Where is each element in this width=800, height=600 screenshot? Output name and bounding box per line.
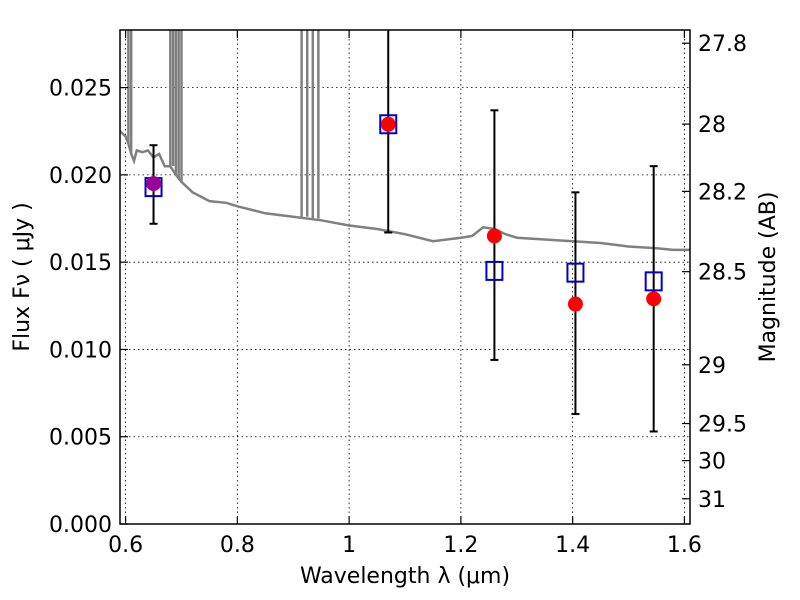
x-tick-label: 1.2 — [443, 533, 478, 558]
mag-tick-label: 30 — [698, 450, 726, 475]
y-tick-label: 0.000 — [49, 513, 112, 538]
mag-tick-label: 28.2 — [698, 180, 747, 205]
observed-point — [567, 296, 583, 312]
observed-point — [380, 116, 396, 132]
x-tick-label: 1.4 — [555, 533, 590, 558]
model-square-marker — [566, 262, 585, 283]
y-tick-label: 0.010 — [49, 338, 112, 363]
sed-curve-group — [120, 30, 690, 252]
y-tick-label: 0.005 — [49, 426, 112, 451]
model-markers-group — [144, 114, 663, 292]
model-square-marker — [485, 260, 504, 281]
model-square-marker — [644, 271, 663, 292]
model-square-marker — [379, 114, 398, 135]
sed-model-curve — [120, 130, 690, 252]
x-tick-label: 0.6 — [108, 533, 143, 558]
x-tick-label: 1.6 — [667, 533, 702, 558]
errorbar-group — [149, 30, 658, 433]
observed-point — [146, 176, 162, 192]
mag-tick-label: 28 — [698, 113, 726, 138]
x-tick-label: 1 — [342, 533, 356, 558]
plot-frame — [119, 29, 691, 525]
mag-tick-label: 29 — [698, 354, 726, 379]
observed-markers-group — [146, 116, 662, 312]
y-axis-label: Flux Fν ( μJy ) — [10, 202, 35, 351]
y2-axis-label: Magnitude (AB) — [756, 192, 781, 363]
y-tick-label: 0.015 — [49, 251, 112, 276]
x-tick-label: 0.8 — [220, 533, 255, 558]
y-tick-label: 0.025 — [49, 77, 112, 102]
observed-point — [646, 291, 662, 307]
mag-tick-label: 31 — [698, 488, 726, 513]
mag-tick-label: 29.5 — [698, 413, 747, 438]
mag-tick-label: 28.5 — [698, 261, 747, 286]
x-axis-label: Wavelength λ (μm) — [300, 564, 510, 589]
observed-point — [486, 228, 502, 244]
axis-ticks-group — [120, 30, 690, 525]
gridlines — [120, 30, 690, 525]
mag-tick-label: 27.8 — [698, 32, 747, 57]
y-tick-label: 0.020 — [49, 164, 112, 189]
